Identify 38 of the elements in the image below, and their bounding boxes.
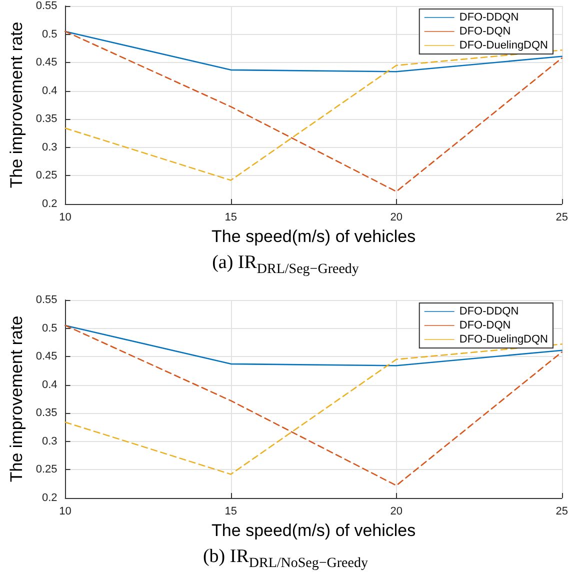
x-tick-label: 20 [390, 212, 402, 224]
y-tick-label: 0.55 [36, 294, 58, 306]
x-tick-label: 25 [556, 506, 568, 518]
x-tick-label: 20 [390, 506, 402, 518]
y-axis-title: The improvement rate [7, 316, 26, 482]
line-series [64, 49, 563, 181]
x-tick-label: 15 [224, 212, 237, 224]
y-tick-label: 0.45 [36, 56, 58, 69]
y-tick-label: 0.3 [42, 141, 58, 154]
y-tick-label: 0.2 [42, 198, 58, 210]
y-tick-label: 0.4 [42, 84, 58, 97]
x-tick-label: 10 [59, 212, 72, 224]
y-tick-label: 0.3 [42, 435, 58, 448]
y-tick-label: 0.5 [42, 28, 58, 40]
y-tick-label: 0.25 [36, 464, 58, 476]
x-tick-label: 25 [556, 212, 568, 224]
x-axis-title: The speed(m/s) of vehicles [212, 521, 416, 540]
text: (b) IR$_{DRL/NoSeg−Greedy}$ [202, 546, 369, 572]
y-tick-label: 0.25 [36, 170, 58, 182]
legend-label: DFO-DQN [459, 26, 511, 38]
y-axis-title: The improvement rate [7, 22, 26, 188]
x-tick-label: 10 [59, 506, 72, 518]
legend-label: DFO-DDQN [459, 12, 519, 24]
text: (a) IR$_{DRL/Seg−Greedy}$ [211, 252, 360, 278]
x-axis-title: The speed(m/s) of vehicles [212, 227, 416, 246]
x-tick-label: 15 [224, 506, 237, 518]
y-tick-label: 0.4 [42, 378, 58, 391]
line-series [64, 343, 563, 475]
legend-label: DFO-DuelingDQN [459, 334, 548, 346]
legend-label: DFO-DQN [459, 320, 511, 332]
y-tick-label: 0.45 [36, 350, 58, 363]
y-tick-label: 0.35 [36, 407, 58, 420]
legend-label: DFO-DuelingDQN [459, 40, 548, 52]
y-tick-label: 0.55 [36, 0, 58, 12]
legend-label: DFO-DDQN [459, 306, 519, 318]
y-tick-label: 0.35 [36, 113, 58, 126]
y-tick-label: 0.2 [42, 492, 58, 504]
y-tick-label: 0.5 [42, 322, 58, 334]
